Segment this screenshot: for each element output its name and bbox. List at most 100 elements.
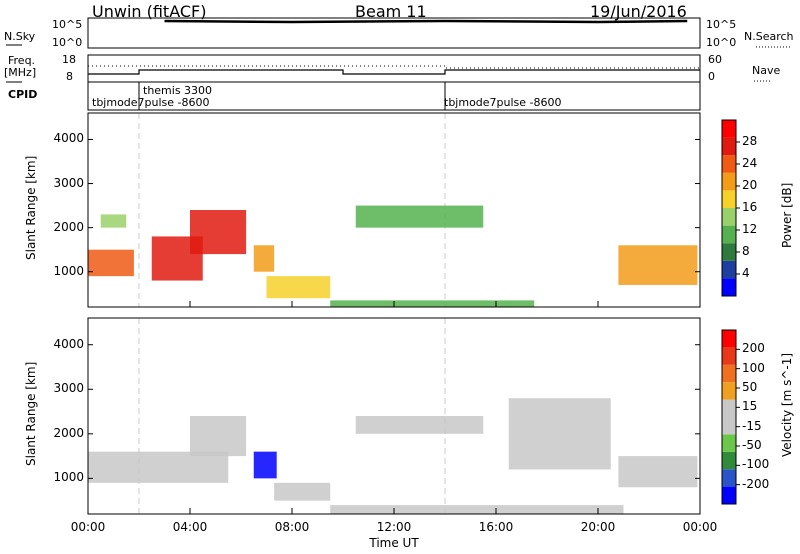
power-echo-region: [355, 205, 484, 228]
velocity-colorbar-tick-label: 200: [742, 341, 765, 356]
sky-strip-frame: [87, 17, 701, 49]
power-colorbar-swatch: [722, 120, 736, 138]
velocity-ylabel: Slant Range [km]: [24, 361, 38, 466]
velocity-colorbar-swatch: [722, 417, 736, 435]
velocity-panel: [87, 317, 701, 515]
velocity-colorbar-swatch: [722, 486, 736, 504]
velocity-colorbar-swatch: [722, 469, 736, 487]
freq-strip-frame: [87, 54, 701, 83]
freq-label-line1: Freq.: [8, 54, 36, 67]
velocity-colorbar-swatch: [722, 347, 736, 365]
velocity-colorbar-swatch: [722, 434, 736, 452]
nave-tick-bottom: 0: [708, 70, 715, 83]
velocity-ytick-label: 4000: [53, 336, 84, 351]
power-colorbar-tick-label: 4: [742, 266, 750, 280]
time-axis: [87, 301, 701, 514]
power-colorbar-swatch: [722, 225, 736, 244]
power-ytick-label: 2000: [53, 219, 84, 234]
power-colorbar-tick-label: 24: [742, 156, 758, 170]
nsky-tick-top: 10^5: [52, 18, 83, 31]
velocity-colorbar-tick-label: 100: [742, 360, 765, 375]
power-colorbar-tick-label: 8: [742, 244, 750, 258]
cpid-segment-2: themis 3300: [143, 84, 213, 97]
time-tick-label: 20:00: [580, 520, 616, 534]
power-colorbar-tick-label: 28: [742, 134, 758, 148]
velocity-colorbar-tick-label: 15: [742, 399, 758, 414]
noise-trace: [164, 19, 688, 24]
nave-line: [88, 65, 700, 69]
cpid-label: CPID: [8, 88, 38, 101]
power-ytick-label: 4000: [53, 131, 84, 146]
beam-label: Beam 11: [355, 2, 427, 21]
velocity-echo-region: [190, 416, 247, 457]
velocity-colorbar-tick-label: -100: [742, 457, 770, 472]
power-colorbar-tick-label: 20: [742, 178, 758, 192]
power-colorbar-swatch: [722, 190, 736, 208]
frequency-line: [88, 69, 700, 75]
power-panel: [87, 112, 701, 308]
time-tick-label: 12:00: [376, 520, 412, 534]
nsky-tick-bottom: 10^0: [52, 36, 83, 49]
date-label: 19/Jun/2016: [590, 2, 687, 21]
power-echo-region: [88, 249, 134, 277]
power-colorbar-swatch: [722, 260, 736, 279]
velocity-colorbar-tick-label: 50: [742, 380, 758, 394]
power-ytick-label: 3000: [53, 175, 84, 190]
power-colorbar-swatch: [722, 172, 736, 191]
power-colorbar: [721, 119, 740, 297]
time-tick-label: 16:00: [478, 520, 514, 534]
time-tick-label: 00:00: [682, 520, 718, 534]
cpid-strip-frame: [87, 81, 701, 111]
time-axis-label: Time UT: [369, 536, 419, 550]
velocity-ytick-label: 3000: [53, 381, 84, 396]
power-echo-region: [190, 210, 247, 255]
velocity-echo-region: [253, 451, 277, 479]
power-echo-region: [100, 214, 127, 228]
velocity-colorbar-tick-label: -200: [742, 476, 770, 491]
velocity-echo-region: [88, 451, 229, 483]
time-tick-label: 08:00: [274, 520, 310, 534]
freq-label-line2: [MHz]: [4, 66, 37, 79]
power-echo-region: [266, 276, 331, 299]
nsearch-label: N.Search: [744, 30, 794, 43]
nsky-label: N.Sky: [4, 30, 36, 43]
velocity-colorbar-swatch: [722, 399, 736, 417]
power-echo-region: [330, 300, 535, 307]
time-tick-label: 04:00: [172, 520, 208, 534]
power-colorbar-label: Power [dB]: [780, 182, 794, 248]
power-colorbar-swatch: [722, 137, 736, 156]
velocity-echo-region: [618, 456, 698, 488]
power-colorbar-swatch: [722, 208, 736, 226]
freq-tick-bottom: 8: [66, 70, 73, 83]
power-colorbar-tick-label: 12: [742, 222, 758, 236]
velocity-colorbar-swatch: [722, 382, 736, 400]
power-colorbar-swatch: [722, 155, 736, 173]
velocity-ytick-label: 1000: [53, 470, 84, 485]
power-ytick-label: 1000: [53, 263, 84, 278]
velocity-ytick-label: 2000: [53, 425, 84, 440]
strip-panels: [6, 17, 790, 111]
velocity-echo-region: [274, 482, 331, 501]
velocity-echo-region: [508, 398, 611, 470]
power-echo-region: [253, 245, 275, 272]
velocity-colorbar-swatch: [722, 451, 736, 470]
velocity-colorbar-tick-label: -50: [742, 438, 762, 452]
time-tick-label: 00:00: [70, 520, 106, 534]
cpid-segment-3: tbjmode7pulse -8600: [444, 96, 562, 109]
velocity-echo-region: [330, 505, 624, 514]
power-colorbar-tick-label: 16: [742, 200, 758, 214]
nsearch-tick-top: 10^5: [706, 18, 737, 31]
nsearch-tick-bottom: 10^0: [706, 36, 737, 49]
velocity-colorbar-swatch: [722, 330, 736, 348]
velocity-colorbar-frame: [721, 329, 737, 505]
station-label: Unwin (fitACF): [92, 2, 207, 21]
power-colorbar-swatch: [722, 243, 736, 261]
velocity-colorbar: [721, 329, 740, 505]
velocity-echo-region: [355, 416, 484, 434]
velocity-colorbar-swatch: [722, 364, 736, 383]
power-echo-region: [618, 245, 698, 285]
nave-tick-top: 60: [708, 53, 722, 66]
freq-tick-top: 18: [62, 53, 76, 66]
cpid-segment-1: tbjmode7pulse -8600: [92, 96, 210, 109]
